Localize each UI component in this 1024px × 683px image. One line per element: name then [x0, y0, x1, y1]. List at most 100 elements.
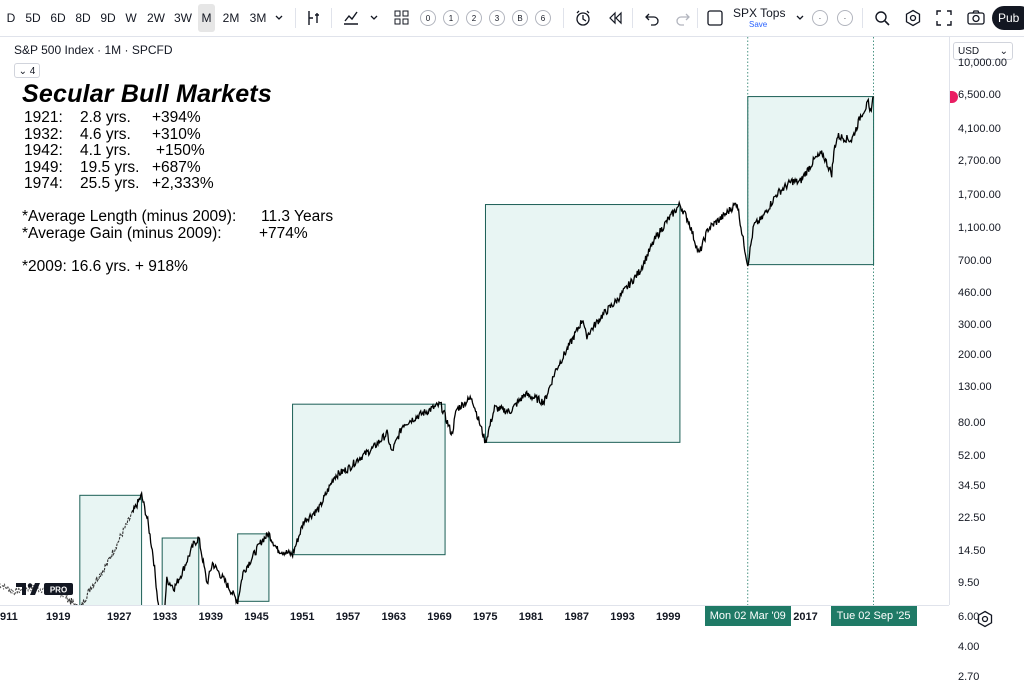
price-tick-label: 6.00: [958, 610, 980, 623]
time-tick-label: 1939: [198, 611, 223, 623]
average-gain-value: +774%: [259, 225, 308, 242]
interval-9d[interactable]: 9D: [100, 11, 116, 25]
layout-slot-1[interactable]: 1: [443, 10, 459, 26]
fullscreen-icon[interactable]: [933, 0, 955, 36]
price-tick-label: 4,100.00: [958, 123, 1001, 136]
time-tick-label: 1981: [518, 611, 544, 623]
time-tick-label: 1999: [656, 611, 681, 623]
price-tick-label: 80.00: [958, 417, 986, 430]
chevron-down-icon[interactable]: [366, 0, 388, 36]
time-tick-label: 1987: [564, 611, 589, 623]
interval-2w[interactable]: 2W: [147, 11, 165, 25]
price-tick-label: 9.50: [958, 576, 980, 589]
toolbar-divider: [697, 8, 698, 28]
layout-slot-6[interactable]: 6: [535, 10, 551, 26]
price-tick-label: 300.00: [958, 318, 992, 331]
toolbar-divider: [563, 8, 564, 28]
tradingview-logo[interactable]: PRO: [16, 582, 74, 601]
layout-slot-2[interactable]: 2: [466, 10, 482, 26]
chevron-down-icon[interactable]: [271, 0, 293, 36]
svg-text:PRO: PRO: [50, 586, 67, 595]
price-tick-label: 2,700.00: [958, 154, 1001, 167]
interval-5d[interactable]: 5D: [25, 11, 41, 25]
time-tick-label: 1969: [427, 611, 452, 623]
last-price-marker: [950, 90, 958, 103]
price-tick-label: 22.50: [958, 512, 986, 525]
time-tick-label: 1945: [244, 611, 269, 623]
symbol-legend[interactable]: S&P 500 Index · 1M · SPCFD: [14, 43, 173, 57]
bull-market-box: [161, 537, 200, 605]
layout-save-link[interactable]: Save: [749, 20, 768, 29]
top-toolbar: D 5D 6D 8D 9D W 2W 3W M 2M 3M 0 1 2 3 B …: [0, 0, 1024, 37]
chevron-down-icon[interactable]: [792, 0, 814, 36]
interval-3w[interactable]: 3W: [174, 11, 192, 25]
crosshair-date-label: Tue 02 Sep '25: [830, 606, 917, 626]
checkbox-icon[interactable]: [704, 0, 726, 36]
camera-icon[interactable]: [964, 0, 986, 36]
chevron-down-icon: ⌄: [999, 46, 1008, 57]
gear-icon[interactable]: [976, 610, 994, 628]
dot-menu-icon[interactable]: ·: [837, 10, 853, 26]
currency-selector[interactable]: USD ⌄: [953, 42, 1013, 60]
dot-menu-icon[interactable]: ·: [812, 10, 828, 26]
interval-2m[interactable]: 2M: [222, 11, 240, 25]
annotation-heading: Secular Bull Markets: [22, 80, 272, 108]
toolbar-divider: [632, 8, 633, 28]
layout-slot-b[interactable]: B: [512, 10, 528, 26]
time-tick-label: 1993: [610, 611, 635, 623]
replay-icon[interactable]: [604, 0, 626, 36]
time-tick-label: 1957: [335, 611, 361, 623]
templates-icon[interactable]: [391, 0, 413, 36]
price-tick-label: 6,500.00: [958, 89, 1001, 101]
interval-w[interactable]: W: [125, 11, 137, 25]
price-tick-label: 460.00: [958, 286, 992, 299]
time-axis[interactable]: [0, 605, 949, 637]
layout-name[interactable]: SPX Tops: [733, 6, 786, 20]
time-tick-label: 2017: [793, 611, 818, 623]
price-tick-label: 14.50: [958, 545, 986, 558]
chevron-down-icon: ⌄: [18, 66, 28, 77]
average-length-label: *Average Length (minus 2009):: [22, 208, 237, 225]
price-tick-label: 2.70: [958, 670, 980, 683]
settings-icon[interactable]: [902, 0, 924, 36]
legend-collapse-toggle[interactable]: ⌄ 4: [14, 63, 40, 78]
price-chart[interactable]: [0, 37, 949, 605]
bar-chart-icon[interactable]: [340, 0, 362, 36]
price-tick-label: 200.00: [958, 349, 992, 362]
bull-market-box: [484, 204, 681, 443]
publish-button[interactable]: Pub: [992, 6, 1024, 30]
price-tick-label: 1,100.00: [958, 221, 1001, 234]
undo-icon[interactable]: [641, 0, 663, 36]
price-tick-label: 52.00: [958, 449, 986, 462]
search-icon[interactable]: [871, 0, 893, 36]
bull-market-box: [237, 533, 270, 602]
bull-market-box: [292, 403, 446, 556]
interval-m[interactable]: M: [198, 4, 215, 32]
time-tick-label: 1933: [152, 611, 178, 623]
time-tick-label: 1927: [107, 611, 132, 623]
interval-6d[interactable]: 6D: [50, 11, 66, 25]
layout-slot-3[interactable]: 3: [489, 10, 505, 26]
price-tick-label: 1,700.00: [958, 189, 1001, 202]
indicators-icon[interactable]: [303, 0, 325, 36]
layout-slot-0[interactable]: 0: [420, 10, 436, 26]
alert-icon[interactable]: [572, 0, 594, 36]
bull-market-box: [79, 494, 143, 605]
interval-8d[interactable]: 8D: [75, 11, 91, 25]
redo-icon[interactable]: [672, 0, 694, 36]
price-tick-label: 34.50: [958, 480, 986, 493]
interval-d[interactable]: D: [6, 11, 16, 25]
toolbar-divider: [862, 8, 863, 28]
interval-3m[interactable]: 3M: [249, 11, 267, 25]
average-length-value: 11.3 Years: [261, 208, 334, 225]
time-tick-label: 1975: [473, 611, 498, 623]
price-line: [131, 96, 875, 605]
note-2009: *2009: 16.6 yrs. + 918%: [22, 258, 188, 275]
price-tick-label: 10,000.00: [958, 56, 1007, 69]
time-tick-label: 911: [0, 611, 18, 623]
average-gain-label: *Average Gain (minus 2009):: [22, 225, 222, 242]
price-axis[interactable]: [949, 37, 1024, 605]
toolbar-divider: [331, 8, 332, 28]
price-line-1920s: [67, 503, 137, 605]
price-tick-label: 700.00: [958, 255, 992, 268]
